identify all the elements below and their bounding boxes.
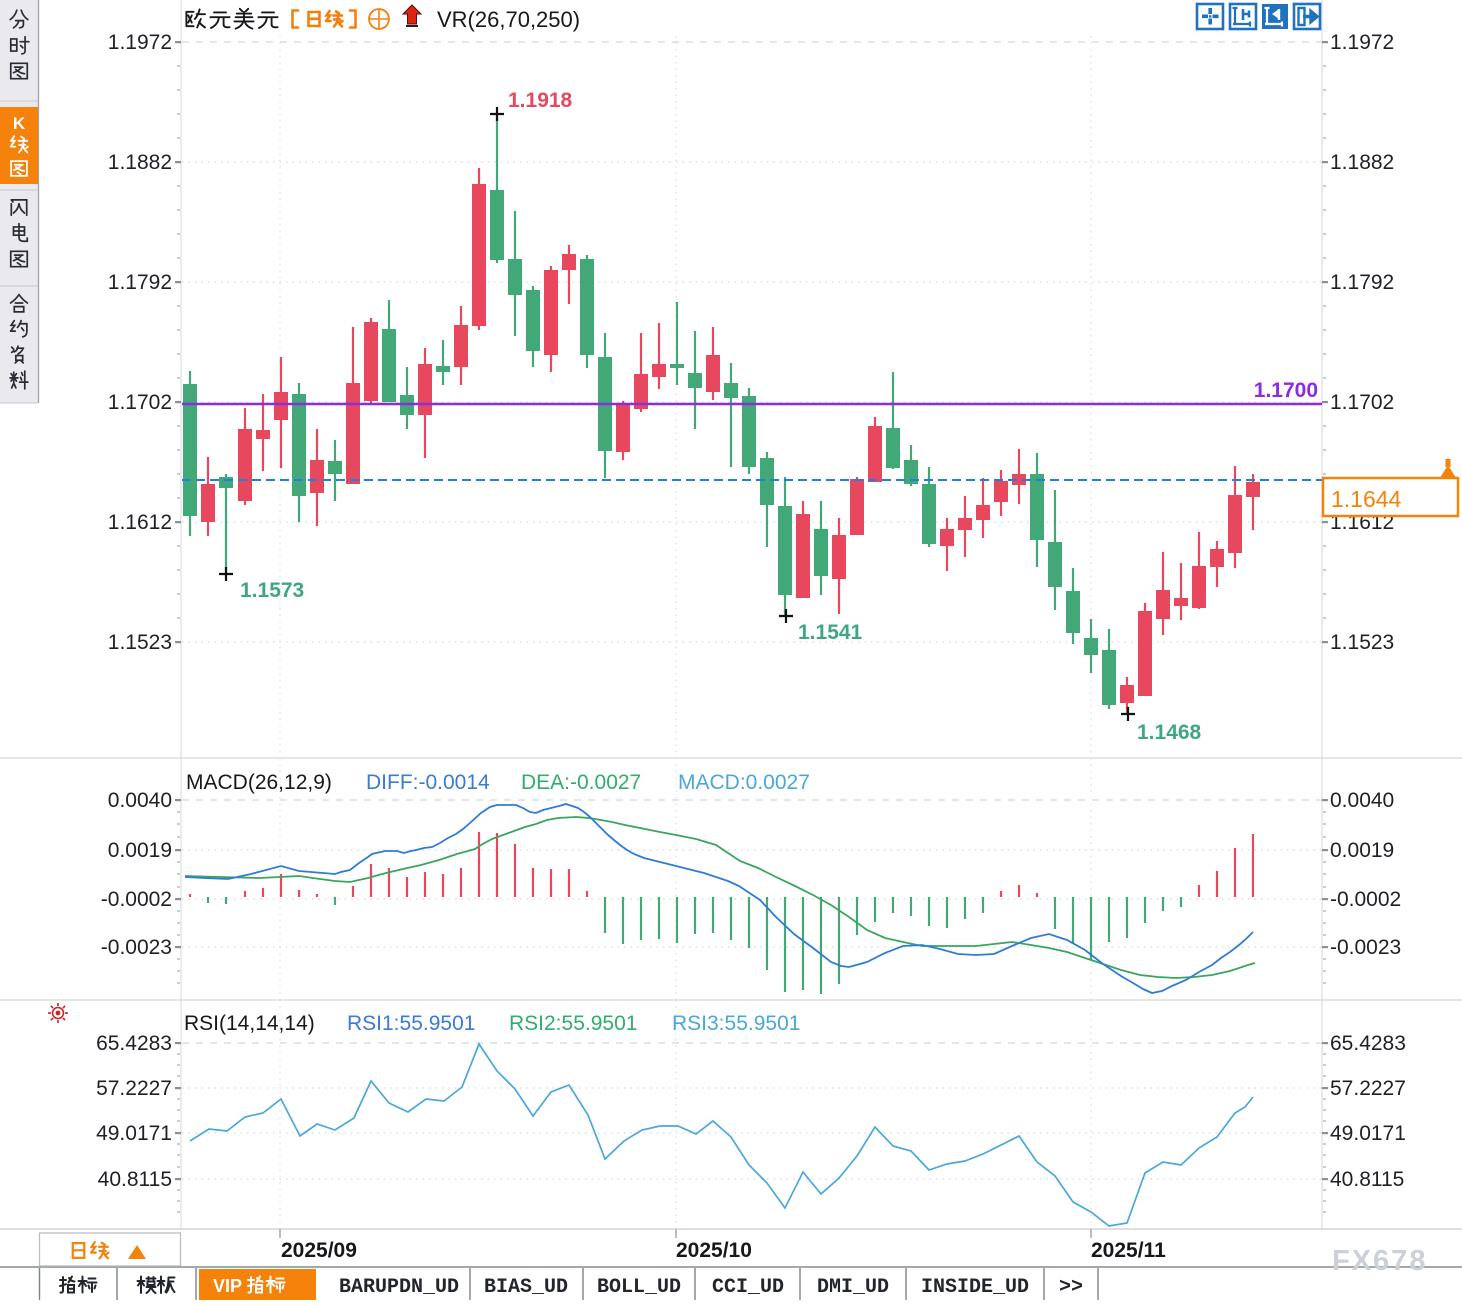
svg-text:65.4283: 65.4283 <box>96 1032 172 1055</box>
svg-text:INSIDE_UD: INSIDE_UD <box>921 1276 1029 1299</box>
svg-text:57.2227: 57.2227 <box>96 1077 172 1100</box>
svg-text:65.4283: 65.4283 <box>1330 1032 1406 1055</box>
svg-text:1.1972: 1.1972 <box>108 31 172 54</box>
svg-text:1.1644: 1.1644 <box>1331 486 1402 512</box>
svg-text:1.1573: 1.1573 <box>240 579 304 602</box>
svg-text:RSI3:55.9501: RSI3:55.9501 <box>672 1012 800 1035</box>
svg-text:40.8115: 40.8115 <box>98 1168 172 1191</box>
svg-text:1.1972: 1.1972 <box>1330 31 1394 54</box>
svg-text:-0.0002: -0.0002 <box>101 888 172 911</box>
svg-text:DEA:-0.0027: DEA:-0.0027 <box>521 771 641 794</box>
svg-text:1.1523: 1.1523 <box>1330 631 1394 654</box>
svg-text:VR(26,70,250): VR(26,70,250) <box>437 7 580 32</box>
svg-text:2025/10: 2025/10 <box>676 1239 752 1262</box>
svg-text:1.1918: 1.1918 <box>508 89 573 112</box>
svg-text:1.1702: 1.1702 <box>1330 391 1394 414</box>
svg-text:K: K <box>13 114 26 133</box>
svg-text:1.1702: 1.1702 <box>108 391 172 414</box>
svg-text:1.1612: 1.1612 <box>108 511 172 534</box>
svg-text:FX678: FX678 <box>1332 1245 1427 1277</box>
svg-text:2025/09: 2025/09 <box>281 1239 357 1262</box>
svg-text:BIAS_UD: BIAS_UD <box>484 1276 568 1299</box>
svg-text:BARUPDN_UD: BARUPDN_UD <box>339 1276 459 1299</box>
svg-text:0.0040: 0.0040 <box>108 789 172 812</box>
svg-text:49.0171: 49.0171 <box>1330 1122 1406 1145</box>
svg-text:40.8115: 40.8115 <box>1330 1168 1404 1191</box>
svg-text:1.1523: 1.1523 <box>108 631 172 654</box>
svg-text:RSI(14,14,14): RSI(14,14,14) <box>184 1012 315 1035</box>
svg-text:CCI_UD: CCI_UD <box>712 1276 784 1299</box>
svg-text:-0.0023: -0.0023 <box>1330 936 1401 959</box>
svg-text:2025/11: 2025/11 <box>1091 1239 1166 1262</box>
svg-text:0.0019: 0.0019 <box>1330 839 1394 862</box>
svg-text:DMI_UD: DMI_UD <box>817 1276 889 1299</box>
svg-text:MACD(26,12,9): MACD(26,12,9) <box>186 771 332 794</box>
svg-text:49.0171: 49.0171 <box>96 1122 172 1145</box>
svg-text:1.1468: 1.1468 <box>1137 721 1202 744</box>
svg-text:0.0040: 0.0040 <box>1330 789 1394 812</box>
svg-text:0.0019: 0.0019 <box>108 839 172 862</box>
svg-text:1.1541: 1.1541 <box>798 621 863 644</box>
svg-text:-0.0002: -0.0002 <box>1330 888 1401 911</box>
svg-text:1.1792: 1.1792 <box>1330 271 1394 294</box>
svg-text:BOLL_UD: BOLL_UD <box>597 1276 681 1299</box>
svg-text:1.1700: 1.1700 <box>1254 379 1318 402</box>
svg-text:DIFF:-0.0014: DIFF:-0.0014 <box>366 771 490 794</box>
svg-text:RSI1:55.9501: RSI1:55.9501 <box>347 1012 475 1035</box>
svg-text:57.2227: 57.2227 <box>1330 1077 1406 1100</box>
svg-text:-0.0023: -0.0023 <box>101 936 172 959</box>
svg-text:1.1882: 1.1882 <box>1330 151 1394 174</box>
svg-text:1.1882: 1.1882 <box>108 151 172 174</box>
svg-text:MACD:0.0027: MACD:0.0027 <box>678 771 810 794</box>
svg-text:VIP: VIP <box>213 1276 242 1296</box>
svg-text:1.1792: 1.1792 <box>108 271 172 294</box>
svg-text:>>: >> <box>1059 1276 1083 1299</box>
svg-text:RSI2:55.9501: RSI2:55.9501 <box>509 1012 637 1035</box>
